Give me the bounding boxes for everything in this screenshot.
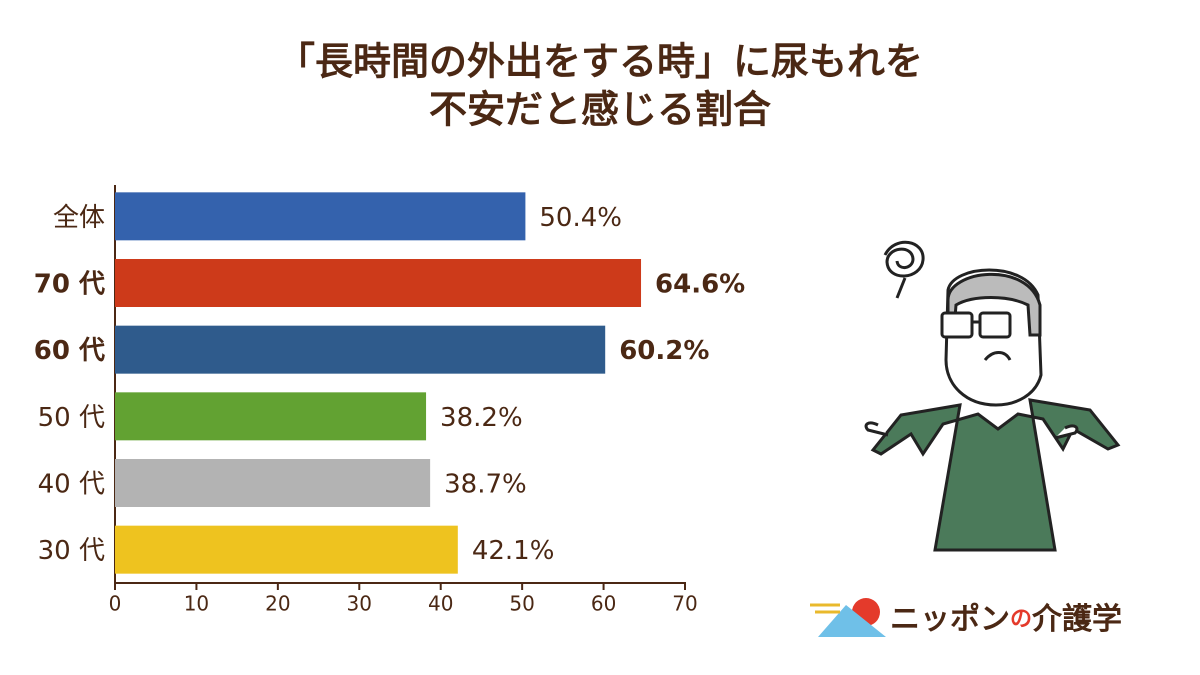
value-label: 64.6% bbox=[655, 270, 745, 300]
y-tick-label: 40 代 bbox=[38, 470, 105, 500]
value-label: 50.4% bbox=[539, 203, 622, 233]
value-label: 60.2% bbox=[619, 336, 709, 366]
y-tick-label: 30 代 bbox=[38, 536, 105, 566]
bar bbox=[115, 525, 458, 574]
y-tick-label: 全体 bbox=[53, 203, 105, 233]
bar bbox=[115, 325, 606, 374]
logo-text: ニッポンの介護学 bbox=[890, 602, 1122, 637]
logo-part: ニッポン bbox=[890, 602, 1010, 637]
x-tick-label: 50 bbox=[509, 592, 534, 616]
y-tick-label: 50 代 bbox=[38, 403, 105, 433]
chart-title: 「長時間の外出をする時」に尿もれを bbox=[277, 40, 923, 84]
bar bbox=[115, 392, 427, 441]
value-label: 38.7% bbox=[444, 470, 527, 500]
chart-title: 不安だと感じる割合 bbox=[429, 88, 771, 132]
x-tick-label: 30 bbox=[347, 592, 372, 616]
x-tick-label: 70 bbox=[672, 592, 697, 616]
bar bbox=[115, 192, 526, 241]
illustration bbox=[864, 240, 1121, 552]
logo-part: 介護学 bbox=[1031, 602, 1122, 637]
x-tick-label: 0 bbox=[109, 592, 122, 616]
y-tick-label: 70 代 bbox=[34, 270, 105, 300]
x-tick-label: 60 bbox=[591, 592, 616, 616]
bar bbox=[115, 459, 431, 507]
x-tick-label: 40 bbox=[428, 592, 453, 616]
bar bbox=[115, 259, 642, 307]
logo-part: の bbox=[1010, 607, 1032, 632]
x-tick-label: 20 bbox=[265, 592, 290, 616]
y-tick-label: 60 代 bbox=[34, 336, 105, 366]
logo-mark bbox=[810, 598, 886, 637]
value-label: 42.1% bbox=[472, 536, 555, 566]
value-label: 38.2% bbox=[440, 403, 523, 433]
x-tick-label: 10 bbox=[184, 592, 209, 616]
